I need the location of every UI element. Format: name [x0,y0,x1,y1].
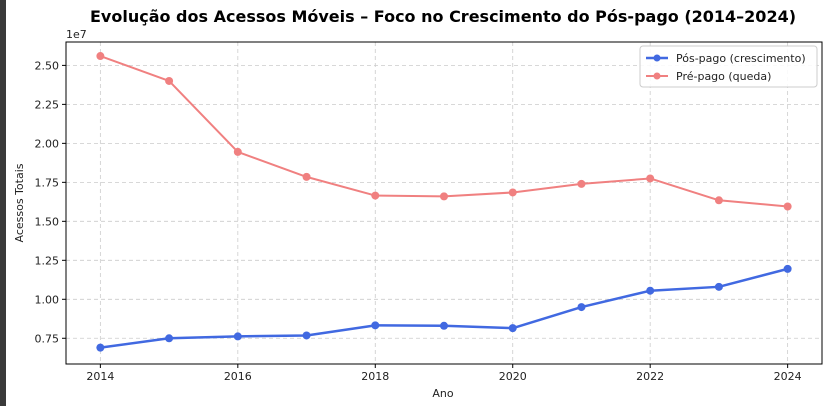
data-point [508,188,517,197]
data-point [165,334,174,343]
data-point [508,324,517,333]
y-tick-label: 1.75 [35,176,60,189]
data-point [714,282,723,291]
x-axis-label: Ano [432,387,453,400]
data-point [233,147,242,156]
y-tick-label: 0.75 [35,332,60,345]
x-tick-label: 2022 [636,370,664,383]
data-point [440,192,448,201]
data-point [302,172,311,181]
plot-area-frame [65,41,823,365]
series-lines [96,52,792,352]
y-tick-label: 1.00 [35,293,60,306]
data-point [371,191,380,200]
data-point [165,76,174,85]
legend-label: Pós-pago (crescimento) [676,52,806,65]
y-tick-label: 1.25 [35,254,60,267]
legend-label: Pré-pago (queda) [676,70,771,83]
data-point [646,174,655,183]
data-point [233,332,242,341]
legend: Pós-pago (crescimento) Pré-pago (queda) [639,45,818,88]
data-point [371,321,380,330]
legend-swatch-marker [653,54,661,62]
y-tick-label: 2.50 [35,59,60,72]
data-point [440,321,448,330]
y-tick-label: 1.50 [35,215,60,228]
data-point [96,343,105,352]
data-point [577,303,586,312]
chart-title: Evolução dos Acessos Móveis – Foco no Cr… [90,7,796,26]
data-point [714,196,723,205]
axis-ticks: 2014 2016 2018 2020 2022 2024 0.75 1.00 1.25 1.50… [35,59,802,383]
data-point [302,331,311,340]
data-point [783,264,792,273]
data-point [577,179,586,188]
window-edge-strip [0,0,6,406]
y-tick-label: 2.00 [35,137,60,150]
data-point [646,286,655,295]
x-tick-label: 2018 [361,370,389,383]
legend-swatch-marker [653,72,661,80]
x-tick-label: 2020 [499,370,527,383]
y-axis-offset-label: 1e7 [66,28,87,41]
legend-box [639,45,818,88]
data-point [96,52,105,61]
y-axis-label: Acessos Totais [13,163,26,242]
x-tick-label: 2024 [774,370,802,383]
data-point [783,202,792,211]
series-line-1 [100,267,788,349]
y-tick-label: 2.25 [35,98,60,111]
x-tick-label: 2014 [86,370,114,383]
x-tick-label: 2016 [224,370,252,383]
